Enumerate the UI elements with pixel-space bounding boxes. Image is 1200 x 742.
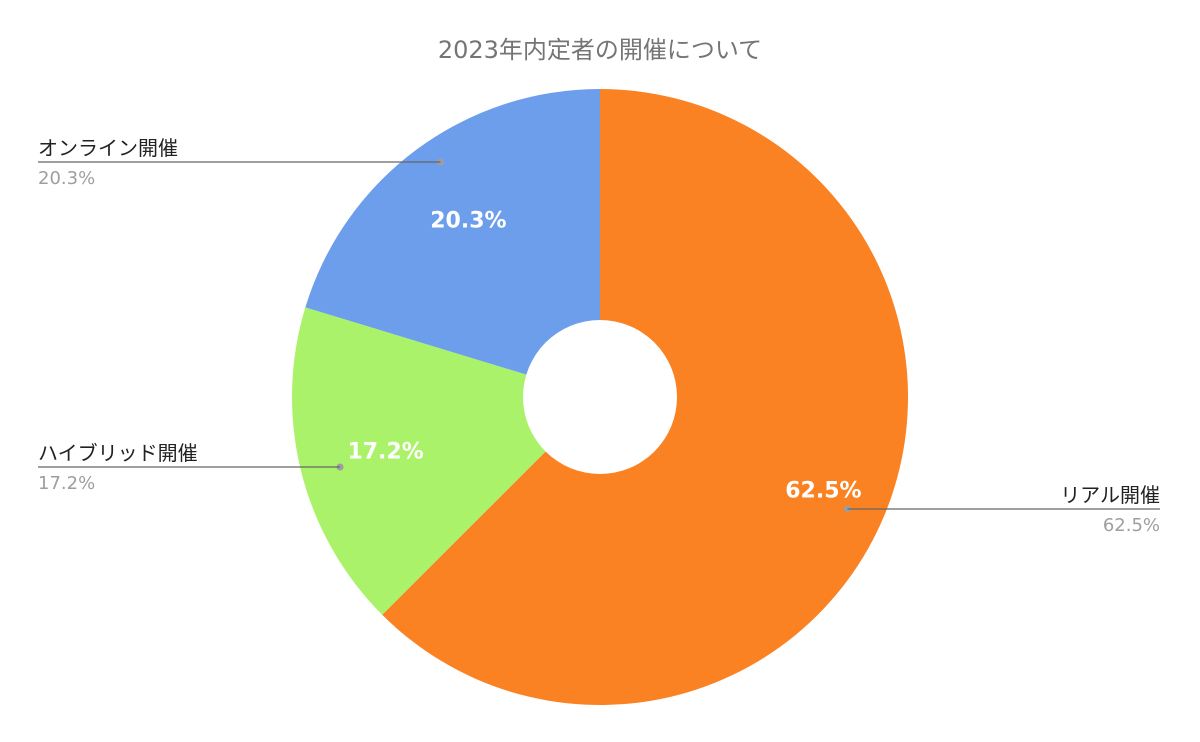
slice-value-label: 17.2% (347, 440, 423, 465)
slice-value-label: 62.5% (785, 479, 861, 504)
slice-labels: 62.5% 17.2% 20.3% (347, 208, 861, 503)
callout-value-label: 62.5% (1103, 515, 1160, 536)
callout-value-label: 17.2% (38, 473, 95, 494)
pie-slice (292, 307, 600, 615)
slice-value-label: 20.3% (430, 208, 506, 233)
donut-hole (523, 320, 677, 474)
callouts: リアル開催 62.5% ハイブリッド開催 17.2% オンライン開催 20.3% (38, 136, 1160, 536)
pie-slice (305, 89, 600, 397)
callout-category-label: ハイブリッド開催 (38, 441, 198, 465)
callout-value-label: 20.3% (38, 168, 95, 189)
chart-title: 2023年内定者の開催について (438, 36, 762, 64)
callout-category-label: リアル開催 (1060, 483, 1160, 507)
callout-category-label: オンライン開催 (38, 136, 178, 160)
